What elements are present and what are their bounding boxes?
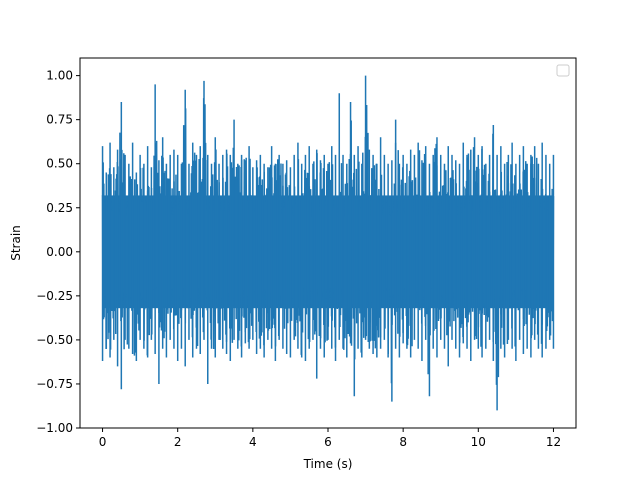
y-tick-label: −0.75	[36, 377, 73, 391]
x-tick-label: 12	[546, 435, 561, 449]
x-tick-label: 8	[399, 435, 407, 449]
y-tick-label: 0.75	[46, 113, 73, 127]
x-tick-label: 2	[174, 435, 182, 449]
y-tick-label: −0.50	[36, 333, 73, 347]
plot-frame	[79, 57, 577, 429]
ticks-layer: 0 2 4 6 8 10 12 −1.00 −0.75 −0.50 −0.25 0.00 0.25 0.5…	[36, 69, 561, 449]
x-tick-label: 6	[324, 435, 332, 449]
series-layer	[101, 75, 555, 411]
y-axis-label: Strain	[9, 225, 23, 261]
x-tick-label: 0	[99, 435, 107, 449]
y-tick-label: 0.00	[46, 245, 73, 259]
y-tick-label: 1.00	[46, 69, 73, 83]
x-axis-label: Time (s)	[303, 457, 353, 471]
x-tick-label: 4	[249, 435, 257, 449]
y-tick-label: 0.25	[46, 201, 73, 215]
strain-series-peaks	[101, 75, 555, 411]
y-tick-label: −1.00	[36, 421, 73, 435]
x-tick-label: 10	[471, 435, 486, 449]
y-tick-label: −0.25	[36, 289, 73, 303]
y-tick-label: 0.50	[46, 157, 73, 171]
legend-box	[556, 64, 570, 77]
